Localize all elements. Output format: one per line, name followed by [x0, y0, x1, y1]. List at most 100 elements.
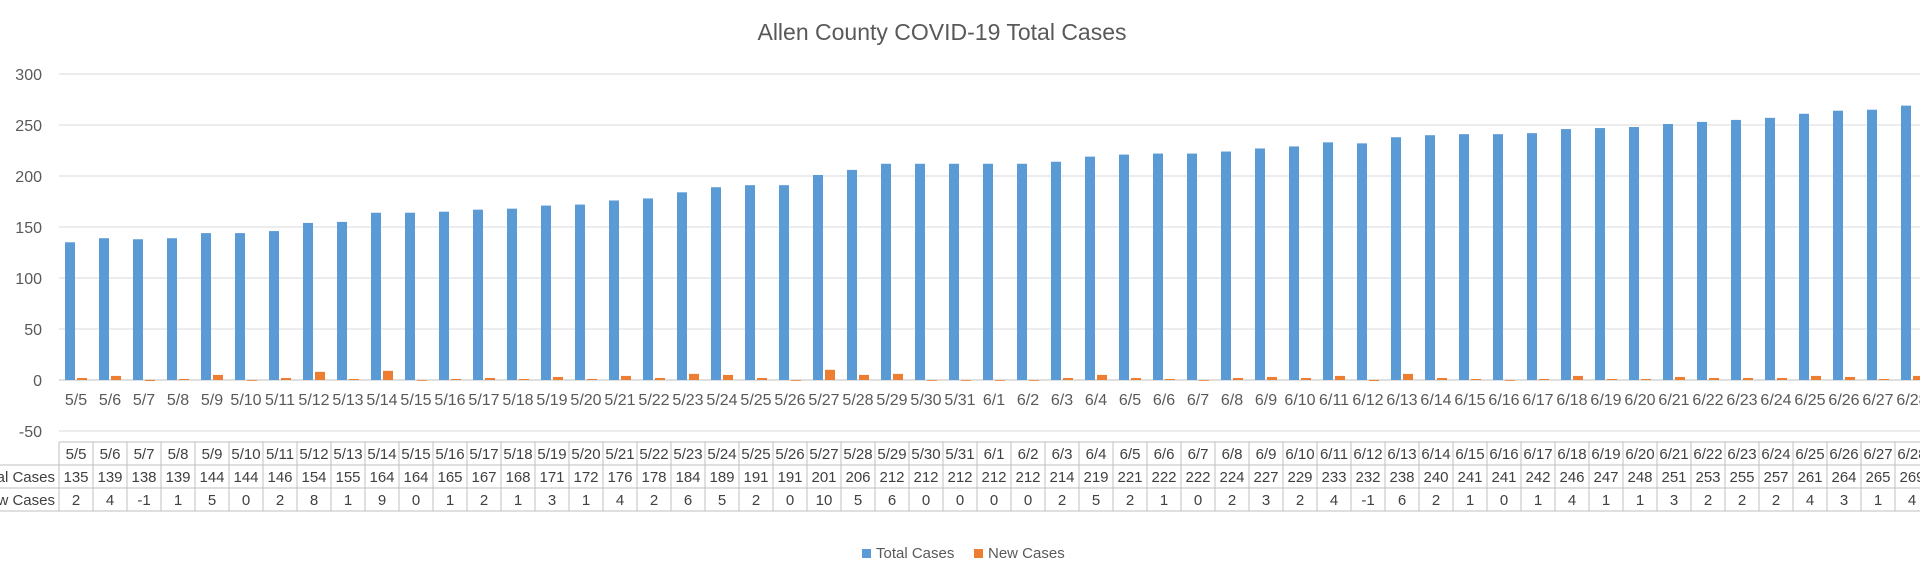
- x-tick-label: 6/10: [1284, 392, 1315, 409]
- table-cell-total: 138: [131, 469, 156, 486]
- bar-new-cases: [893, 373, 903, 380]
- bar-total-cases: [1833, 110, 1843, 380]
- y-tick-label: 100: [15, 271, 42, 288]
- table-cell-total: 144: [233, 469, 258, 486]
- table-cell-total: 165: [437, 469, 462, 486]
- table-cell-total: 212: [879, 469, 904, 486]
- table-cell-total: 253: [1695, 469, 1720, 486]
- bar-new-cases: [1165, 378, 1175, 380]
- y-tick-label: 200: [15, 169, 42, 186]
- table-cell-new: 1: [514, 492, 522, 509]
- table-cell-total: 248: [1627, 469, 1652, 486]
- table-header-cell: 6/6: [1154, 446, 1175, 463]
- bar-total-cases: [1595, 128, 1605, 380]
- table-header-cell: 5/22: [639, 446, 668, 463]
- x-tick-label: 5/19: [536, 392, 567, 409]
- bar-new-cases: [757, 377, 767, 380]
- table-cell-total: 164: [369, 469, 394, 486]
- table-cell-total: 264: [1831, 469, 1856, 486]
- bar-new-cases: [1063, 377, 1073, 380]
- table-cell-total: 251: [1661, 469, 1686, 486]
- bar-total-cases: [371, 212, 381, 380]
- table-cell-total: 265: [1865, 469, 1890, 486]
- bar-total-cases: [439, 211, 449, 380]
- table-cell-new: 0: [990, 492, 998, 509]
- table-header-cell: 5/18: [503, 446, 532, 463]
- table-cell-new: 2: [1058, 492, 1066, 509]
- table-cell-total: 146: [267, 469, 292, 486]
- table-cell-new: 6: [888, 492, 896, 509]
- table-header-cell: 5/12: [299, 446, 328, 463]
- y-tick-label: 300: [15, 67, 42, 84]
- table-cell-new: 5: [718, 492, 726, 509]
- bar-total-cases: [1663, 123, 1673, 380]
- bar-new-cases: [417, 380, 427, 381]
- table-cell-new: -1: [1361, 492, 1374, 509]
- table-cell-total: 155: [335, 469, 360, 486]
- table-cell-new: -1: [137, 492, 150, 509]
- bar-new-cases: [451, 378, 461, 380]
- table-header-cell: 5/7: [134, 446, 155, 463]
- bar-total-cases: [1527, 133, 1537, 380]
- bar-total-cases: [1017, 163, 1027, 380]
- table-cell-new: 0: [956, 492, 964, 509]
- table-cell-total: 191: [777, 469, 802, 486]
- legend-label-total: Total Cases: [876, 545, 954, 562]
- bar-total-cases: [881, 163, 891, 380]
- table-cell-new: 2: [276, 492, 284, 509]
- bar-new-cases: [485, 377, 495, 380]
- bar-new-cases: [1675, 376, 1685, 380]
- bar-new-cases: [213, 374, 223, 380]
- bar-new-cases: [961, 380, 971, 381]
- table-cell-new: 0: [1024, 492, 1032, 509]
- table-row-label: Total Cases: [0, 469, 55, 486]
- legend-label-new: New Cases: [988, 545, 1065, 562]
- table-row-label: New Cases: [0, 492, 55, 509]
- table-cell-new: 3: [1670, 492, 1678, 509]
- bar-total-cases: [303, 222, 313, 380]
- table-cell-new: 0: [786, 492, 794, 509]
- table-header-cell: 6/24: [1761, 446, 1790, 463]
- table-header-cell: 5/13: [333, 446, 362, 463]
- table-cell-new: 3: [1840, 492, 1848, 509]
- table-header-cell: 6/12: [1353, 446, 1382, 463]
- y-tick-label: 50: [24, 322, 42, 339]
- bar-total-cases: [1323, 142, 1333, 380]
- table-header-cell: 5/27: [809, 446, 838, 463]
- x-tick-label: 5/27: [808, 392, 839, 409]
- bar-total-cases: [1493, 134, 1503, 380]
- bar-new-cases: [1777, 377, 1787, 380]
- x-tick-label: 5/5: [65, 392, 87, 409]
- bar-total-cases: [813, 174, 823, 380]
- x-tick-label: 6/4: [1085, 392, 1107, 409]
- x-tick-label: 5/20: [570, 392, 601, 409]
- bar-total-cases: [609, 200, 619, 380]
- bar-total-cases: [133, 239, 143, 380]
- bar-new-cases: [179, 378, 189, 380]
- x-tick-label: 5/18: [502, 392, 533, 409]
- x-tick-label: 6/6: [1153, 392, 1175, 409]
- table-cell-total: 229: [1287, 469, 1312, 486]
- table-header-cell: 6/13: [1387, 446, 1416, 463]
- table-cell-new: 0: [242, 492, 250, 509]
- y-axis: -50 0 50 100 150 200 250 300: [15, 67, 42, 441]
- bar-total-cases: [337, 221, 347, 380]
- y-tick-label: -50: [19, 424, 42, 441]
- table-cell-new: 1: [1466, 492, 1474, 509]
- table-cell-new: 1: [446, 492, 454, 509]
- bar-new-cases: [1607, 378, 1617, 380]
- x-tick-label: 5/9: [201, 392, 223, 409]
- bar-total-cases: [847, 169, 857, 380]
- table-cell-new: 2: [1704, 492, 1712, 509]
- table-cell-total: 139: [165, 469, 190, 486]
- bar-total-cases: [1051, 161, 1061, 380]
- table-cell-total: 178: [641, 469, 666, 486]
- table-cell-total: 257: [1763, 469, 1788, 486]
- bar-new-cases: [1743, 377, 1753, 380]
- table-cell-new: 1: [344, 492, 352, 509]
- table-cell-new: 0: [922, 492, 930, 509]
- bar-new-cases: [77, 377, 87, 380]
- table-header-cell: 6/26: [1829, 446, 1858, 463]
- table-header-cell: 5/29: [877, 446, 906, 463]
- legend-swatch-new: [974, 549, 983, 558]
